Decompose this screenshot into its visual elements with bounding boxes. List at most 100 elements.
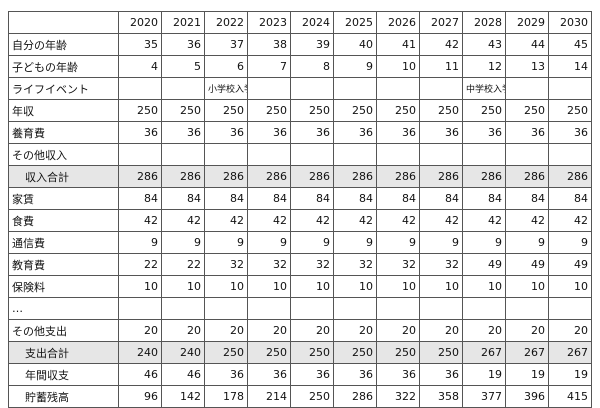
value-cell: 4	[118, 55, 162, 78]
value-cell: 13	[505, 55, 549, 78]
value-cell: 36	[290, 363, 334, 386]
table-row: …	[8, 297, 592, 320]
value-cell: 36	[161, 121, 205, 144]
table-row: 食費 42 42 42 42 42 42 42 42 42 42 42	[8, 209, 592, 232]
empty-cell	[376, 77, 420, 100]
value-cell: 20	[247, 319, 291, 342]
empty-cell	[161, 297, 205, 320]
value-cell: 10	[548, 275, 592, 298]
value-cell: 396	[505, 385, 549, 408]
value-cell: 286	[462, 165, 506, 188]
value-cell: 46	[118, 363, 162, 386]
value-cell: 42	[161, 209, 205, 232]
value-cell: 20	[376, 319, 420, 342]
value-cell: 37	[204, 33, 248, 56]
year-header: 2025	[333, 11, 377, 34]
empty-cell	[505, 297, 549, 320]
year-header: 2021	[161, 11, 205, 34]
value-cell: 42	[419, 209, 463, 232]
value-cell: 250	[462, 99, 506, 122]
row-label: ライフイベント	[8, 77, 119, 100]
value-cell: 9	[462, 231, 506, 254]
value-cell: 6	[204, 55, 248, 78]
year-header: 2026	[376, 11, 420, 34]
table-row: 年間収支 46 46 36 36 36 36 36 36 19 19 19	[8, 363, 592, 386]
row-label: 自分の年齢	[8, 33, 119, 56]
value-cell: 10	[161, 275, 205, 298]
empty-cell	[548, 77, 592, 100]
value-cell: 32	[290, 253, 334, 276]
value-cell: 358	[419, 385, 463, 408]
value-cell: 10	[419, 275, 463, 298]
value-cell: 84	[548, 187, 592, 210]
empty-cell	[419, 77, 463, 100]
value-cell: 49	[548, 253, 592, 276]
empty-cell	[548, 143, 592, 166]
value-cell: 36	[161, 33, 205, 56]
empty-cell	[247, 297, 291, 320]
value-cell: 9	[333, 55, 377, 78]
value-cell: 42	[247, 209, 291, 232]
table-row: その他支出 20 20 20 20 20 20 20 20 20 20 20	[8, 319, 592, 342]
table-row: ライフイベント 小学校入学 中学校入学	[8, 77, 592, 100]
value-cell: 250	[118, 99, 162, 122]
empty-cell	[161, 77, 205, 100]
row-label: その他支出	[8, 319, 119, 342]
value-cell: 36	[333, 121, 377, 144]
empty-cell	[376, 143, 420, 166]
value-cell: 36	[548, 121, 592, 144]
value-cell: 10	[505, 275, 549, 298]
value-cell: 286	[118, 165, 162, 188]
value-cell: 36	[204, 363, 248, 386]
value-cell: 42	[462, 209, 506, 232]
row-label: 年収	[8, 99, 119, 122]
value-cell: 286	[333, 165, 377, 188]
value-cell: 250	[419, 99, 463, 122]
table-body: 自分の年齢 35 36 37 38 39 40 41 42 43 44 45 子どもの年齢 4 5 6 7 8 9 1…	[8, 33, 592, 408]
empty-cell	[247, 77, 291, 100]
empty-cell	[419, 297, 463, 320]
row-label: 収入合計	[8, 165, 119, 188]
value-cell: 178	[204, 385, 248, 408]
value-cell: 84	[419, 187, 463, 210]
value-cell: 84	[505, 187, 549, 210]
empty-cell	[161, 143, 205, 166]
row-label: 子どもの年齢	[8, 55, 119, 78]
value-cell: 9	[376, 231, 420, 254]
year-header: 2028	[462, 11, 506, 34]
row-label: 通信費	[8, 231, 119, 254]
value-cell: 19	[505, 363, 549, 386]
value-cell: 20	[419, 319, 463, 342]
value-cell: 240	[118, 341, 162, 364]
value-cell: 中学校入学	[462, 77, 506, 100]
value-cell: 20	[548, 319, 592, 342]
value-cell: 286	[376, 165, 420, 188]
value-cell: 36	[118, 121, 162, 144]
value-cell: 20	[161, 319, 205, 342]
table-row: 収入合計 286 286 286 286 286 286 286 286 286 286 286	[8, 165, 592, 188]
value-cell: 10	[333, 275, 377, 298]
value-cell: 12	[462, 55, 506, 78]
value-cell: 84	[462, 187, 506, 210]
value-cell: 9	[118, 231, 162, 254]
value-cell: 84	[376, 187, 420, 210]
row-label: 養育費	[8, 121, 119, 144]
empty-cell	[247, 143, 291, 166]
header-row: 2020 2021 2022 2023 2024 2025 2026 2027 2028 2029…	[8, 11, 592, 34]
empty-cell	[548, 297, 592, 320]
empty-cell	[333, 143, 377, 166]
value-cell: 36	[247, 363, 291, 386]
value-cell: 250	[376, 341, 420, 364]
value-cell: 250	[161, 99, 205, 122]
value-cell: 10	[290, 275, 334, 298]
table-row: 教育費 22 22 32 32 32 32 32 32 49 49 49	[8, 253, 592, 276]
value-cell: 38	[247, 33, 291, 56]
value-cell: 42	[118, 209, 162, 232]
corner-cell	[8, 11, 119, 34]
value-cell: 22	[161, 253, 205, 276]
value-cell: 20	[118, 319, 162, 342]
value-cell: 32	[247, 253, 291, 276]
value-cell: 250	[419, 341, 463, 364]
value-cell: 36	[290, 121, 334, 144]
